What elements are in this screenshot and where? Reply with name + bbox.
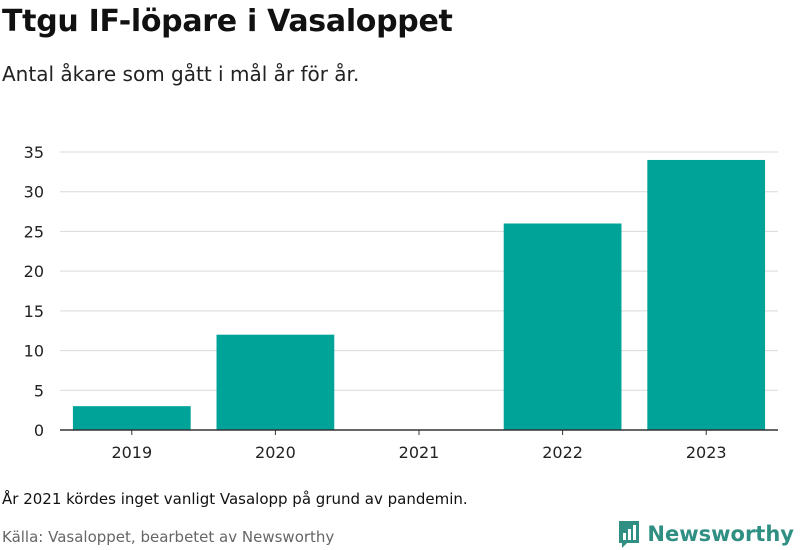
newsworthy-logo-icon [619, 521, 640, 548]
y-tick-label: 35 [24, 143, 44, 162]
y-tick-label: 15 [24, 302, 44, 321]
bar-2019 [72, 406, 191, 430]
chart-source: Källa: Vasaloppet, bearbetet av Newswort… [2, 528, 335, 546]
chart-subtitle: Antal åkare som gått i mål år för år. [2, 62, 360, 86]
x-axis-ticks: 2019 2020 2021 2022 2023 [60, 429, 778, 462]
bar-2023 [647, 159, 766, 430]
x-tick-label: 2021 [399, 443, 440, 462]
x-tick-label: 2019 [111, 443, 152, 462]
y-tick-label: 0 [34, 421, 44, 440]
brand-name: Newsworthy [647, 522, 794, 546]
bar-chart: 0 5 10 15 20 25 30 35 2019 2020 2021 2022 2023 [24, 143, 778, 462]
x-tick-label: 2020 [255, 443, 296, 462]
y-tick-label: 30 [24, 183, 44, 202]
y-tick-label: 10 [24, 342, 44, 361]
x-tick-label: 2023 [686, 443, 727, 462]
y-axis-ticks: 0 5 10 15 20 25 30 35 [24, 143, 44, 440]
x-tick-label: 2022 [542, 443, 583, 462]
gridlines [60, 151, 778, 391]
chart-title: Ttgu IF-löpare i Vasaloppet [2, 4, 453, 39]
y-tick-label: 25 [24, 222, 44, 241]
chart-note: År 2021 kördes inget vanligt Vasalopp på… [2, 490, 468, 508]
brand: Newsworthy [617, 519, 794, 549]
y-tick-label: 5 [34, 381, 44, 400]
bars [72, 159, 766, 430]
bar-2020 [216, 334, 335, 430]
bar-2022 [503, 223, 622, 430]
y-tick-label: 20 [24, 262, 44, 281]
